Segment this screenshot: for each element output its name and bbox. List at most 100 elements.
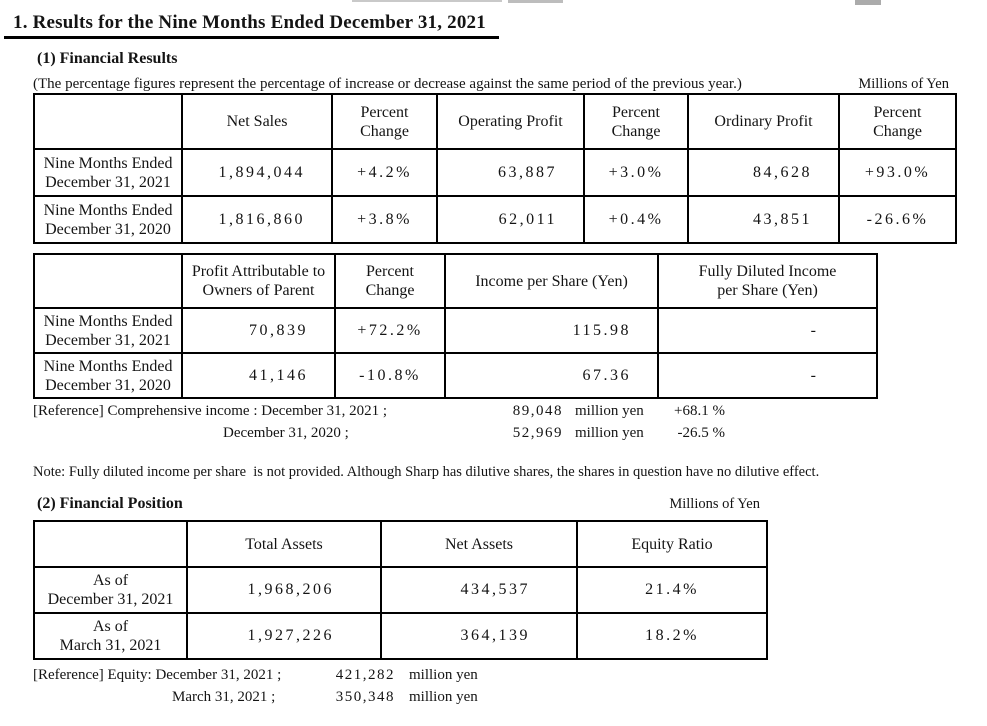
position-table-header-row: Total Assets Net Assets Equity Ratio (33, 520, 768, 568)
header-line: per Share (Yen) (717, 282, 818, 299)
col-header-ordinary-profit: Ordinary Profit (687, 93, 840, 150)
page-top-cropped-text-artifact (508, 0, 563, 3)
row-label-line1: Nine Months Ended (43, 154, 173, 172)
header-line: Equity Ratio (631, 535, 713, 553)
row-label-line2: December 31, 2020 (45, 220, 171, 238)
col-header-percent-change: Percent Change (331, 93, 438, 150)
table-row: Nine Months Ended December 31, 2021 70,8… (33, 307, 878, 354)
row-label: Nine Months Ended December 31, 2021 (33, 307, 183, 354)
fully-diluted-value: - (657, 352, 878, 399)
reference-unit: million yen (575, 403, 644, 419)
col-header-profit-attributable: Profit Attributable to Owners of Parent (181, 253, 336, 309)
ordinary-profit-value: 43,851 (687, 195, 840, 244)
row-label-line2: December 31, 2021 (47, 591, 174, 608)
net-sales-value: 1,894,044 (181, 148, 333, 197)
row-label-line2: March 31, 2021 (59, 637, 162, 654)
reference-line: March 31, 2021 ; 350,348 million yen (33, 686, 987, 708)
comprehensive-income-reference: [Reference] Comprehensive income : Decem… (33, 400, 987, 444)
header-line: Operating Profit (458, 113, 563, 130)
total-assets-value: 1,927,226 (186, 612, 382, 660)
reference-value: 350,348 (335, 689, 395, 705)
unit-label-millions-of-yen: Millions of Yen (858, 76, 949, 92)
header-line: Percent (360, 103, 409, 121)
position-table: Total Assets Net Assets Equity Ratio As … (33, 520, 768, 660)
dilutive-shares-note: Note: Fully diluted income per share is … (33, 464, 820, 480)
table-row: As of December 31, 2021 1,968,206 434,53… (33, 566, 768, 614)
header-line: Net Assets (445, 535, 513, 553)
net-sales-percent-change: +4.2% (331, 148, 438, 197)
header-line: Income per Share (Yen) (475, 272, 628, 290)
income-per-share-value: 67.36 (444, 352, 659, 399)
header-line: Percent (612, 103, 660, 121)
row-label: As of December 31, 2021 (33, 566, 188, 614)
header-line: Net Sales (226, 113, 288, 130)
reference-value: 89,048 (512, 403, 563, 419)
row-label: Nine Months Ended December 31, 2021 (33, 148, 183, 197)
row-label-line2: December 31, 2021 (45, 173, 171, 191)
results-table-header-row: Net Sales Percent Change Operating Profi… (33, 93, 957, 150)
title-row: 1. Results for the Nine Months Ended Dec… (0, 0, 987, 39)
row-label-line1: Nine Months Ended (43, 357, 173, 375)
reference-value: 421,282 (335, 667, 395, 683)
corner-cell (33, 520, 188, 568)
row-label-line1: As of (92, 618, 129, 635)
row-label-line1: Nine Months Ended (43, 201, 173, 219)
reference-unit: million yen (409, 689, 478, 705)
row-label-line1: Nine Months Ended (43, 312, 173, 330)
row-label-line2: December 31, 2020 (45, 376, 171, 394)
page-top-cropped-text-artifact (855, 0, 881, 5)
ordinary-profit-percent-change: -26.6% (838, 195, 957, 244)
header-line: Ordinary Profit (714, 113, 813, 130)
table-row: Nine Months Ended December 31, 2020 1,81… (33, 195, 957, 244)
profit-percent-change: +72.2% (334, 307, 446, 354)
income-per-share-value: 115.98 (444, 307, 659, 354)
reference-label: March 31, 2021 ; (172, 689, 276, 705)
percentage-note-row: (The percentage figures represent the pe… (33, 76, 955, 93)
col-header-percent-change: Percent Change (583, 93, 689, 150)
header-line: Fully Diluted Income (698, 263, 837, 280)
reference-label: [Reference] Equity: December 31, 2021 ; (33, 667, 282, 683)
section-heading-financial-position: (2) Financial Position (37, 495, 183, 512)
profit-percent-change: -10.8% (334, 352, 446, 399)
row-label: Nine Months Ended December 31, 2020 (33, 352, 183, 399)
row-label-line1: As of (92, 572, 129, 589)
reference-line: [Reference] Equity: December 31, 2021 ; … (33, 664, 987, 686)
corner-cell (33, 93, 183, 150)
table-row: Nine Months Ended December 31, 2020 41,1… (33, 352, 878, 399)
ordinary-profit-value: 84,628 (687, 148, 840, 197)
equity-ratio-value: 21.4% (576, 566, 768, 614)
unit-label-millions-of-yen: Millions of Yen (669, 496, 760, 512)
percentage-note: (The percentage figures represent the pe… (33, 76, 742, 92)
table-row: Nine Months Ended December 31, 2021 1,89… (33, 148, 957, 197)
header-line: Percent (366, 263, 414, 280)
page-title: 1. Results for the Nine Months Ended Dec… (4, 12, 499, 39)
reference-label: December 31, 2020 ; (223, 425, 349, 441)
reference-value: 52,969 (512, 425, 563, 441)
header-line: Owners of Parent (202, 282, 315, 299)
section-heading-financial-results: (1) Financial Results (37, 50, 178, 67)
net-sales-value: 1,816,860 (181, 195, 333, 244)
row-label-line2: December 31, 2021 (45, 331, 171, 349)
reference-unit: million yen (409, 667, 478, 683)
results-table: Net Sales Percent Change Operating Profi… (33, 93, 957, 244)
reference-percent: +68.1 % (674, 403, 725, 419)
header-line: Profit Attributable to (191, 263, 326, 280)
col-header-total-assets: Total Assets (186, 520, 382, 568)
per-share-table-header-row: Profit Attributable to Owners of Parent … (33, 253, 878, 309)
col-header-percent-change: Percent Change (838, 93, 957, 150)
reference-percent: -26.5 % (677, 425, 726, 441)
profit-attributable-value: 41,146 (181, 352, 336, 399)
col-header-percent-change: Percent Change (334, 253, 446, 309)
corner-cell (33, 253, 183, 309)
col-header-operating-profit: Operating Profit (436, 93, 585, 150)
header-line: Change (360, 122, 409, 140)
fully-diluted-value: - (657, 307, 878, 354)
reference-unit: million yen (575, 425, 644, 441)
operating-profit-value: 63,887 (436, 148, 585, 197)
per-share-table: Profit Attributable to Owners of Parent … (33, 253, 878, 399)
col-header-equity-ratio: Equity Ratio (576, 520, 768, 568)
col-header-income-per-share: Income per Share (Yen) (444, 253, 659, 309)
header-line: Change (611, 122, 661, 140)
col-header-fully-diluted-income: Fully Diluted Income per Share (Yen) (657, 253, 878, 309)
